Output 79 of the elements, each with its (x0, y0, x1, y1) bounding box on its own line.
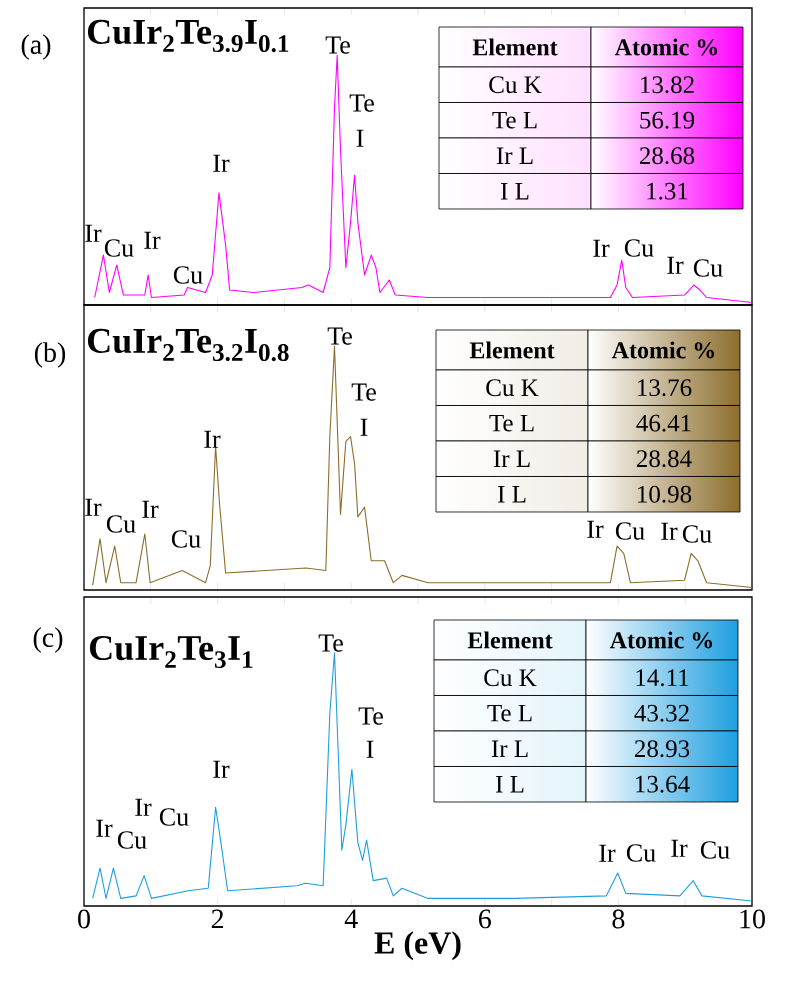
annotation: Atomic % (611, 341, 715, 359)
annotation: Ir (661, 522, 678, 540)
annotation: Ir (96, 819, 113, 837)
chart-title: CuIr$_{2}$Te$_{3.9}$I$_{0.1}$ (87, 19, 289, 53)
x-tick-label: 6 (479, 909, 491, 929)
annotation: 43.32 (634, 704, 689, 722)
annotation: Cu (626, 844, 656, 862)
annotation: I (356, 129, 364, 147)
annotation: Cu (173, 266, 203, 284)
annotation: Ir (144, 231, 161, 249)
annotation: I L (500, 183, 529, 200)
annotation: Cu (700, 841, 730, 859)
annotation: 56.19 (640, 111, 695, 129)
annotation: Atomic % (614, 38, 718, 56)
annotation: Cu K (486, 379, 539, 397)
annotation: Cu (106, 515, 136, 533)
x-tick-label: 0 (78, 909, 90, 929)
annotation: Cu (171, 530, 201, 548)
annotation: Ir (213, 760, 230, 778)
annotation: Ir (85, 498, 102, 516)
text: Te (318, 634, 343, 652)
annotation: Cu (682, 525, 712, 543)
annotation: Cu (624, 239, 654, 257)
text: (b) (34, 342, 66, 368)
text: Element (467, 631, 553, 649)
annotation: Cu (693, 259, 723, 277)
annotation: Cu (615, 522, 645, 540)
annotation: Te L (492, 111, 537, 129)
annotation: Ir (593, 239, 610, 257)
annotation: 28.93 (634, 740, 690, 758)
annotation: Te (358, 707, 383, 725)
annotation: Ir (85, 224, 102, 242)
annotation: Cu (104, 239, 134, 257)
x-tick-label: 10 (740, 909, 765, 929)
annotation: Element (472, 38, 558, 56)
annotation: Element (469, 341, 555, 359)
text: Atomic % (609, 631, 713, 649)
annotation: Cu (159, 808, 189, 826)
annotation: 28.84 (636, 450, 692, 468)
annotation: 14.11 (636, 669, 689, 687)
annotation: Te (351, 383, 376, 401)
annotation: 13.64 (636, 775, 690, 793)
annotation: Ir (142, 500, 159, 518)
annotation: Ir L (491, 740, 528, 757)
annotation: Te L (489, 414, 534, 432)
annotation: Te (349, 94, 374, 112)
x-tick-label: 2 (211, 909, 224, 929)
annotation: Ir (204, 430, 221, 448)
annotation: I L (497, 486, 526, 503)
chart-title: CuIr$_{2}$Te$_{3.2}$I$_{0.8}$ (87, 328, 289, 362)
annotation: Te L (487, 704, 532, 722)
annotation: 10.98 (638, 485, 692, 503)
annotation: Ir (599, 844, 616, 862)
text: (c) (33, 627, 63, 653)
text: Te (327, 327, 352, 345)
annotation: I (360, 418, 368, 436)
annotation: Ir L (493, 450, 530, 467)
annotation: Cu (117, 831, 147, 849)
annotation: 1.31 (647, 182, 688, 200)
annotation: I L (495, 776, 524, 793)
annotation: Cu K (489, 76, 542, 94)
annotation: 13.76 (638, 379, 692, 397)
annotation: Ir (667, 256, 684, 274)
annotation: Cu K (484, 669, 537, 687)
text: Te (325, 36, 350, 54)
annotation: Ir (671, 839, 688, 857)
chart-title: CuIr$_{2}$Te$_{3}$I$_{1}$ (89, 635, 253, 669)
annotation: Ir (135, 798, 152, 816)
annotation: 46.41 (636, 414, 691, 432)
x-tick-label: 8 (612, 909, 625, 929)
x-axis-title: E (eV) (374, 931, 461, 961)
annotation: I (366, 740, 374, 758)
annotation: Ir (587, 520, 604, 538)
annotation: 13.82 (641, 76, 694, 94)
annotation: Ir L (496, 147, 533, 164)
x-tick-label: 4 (344, 909, 358, 928)
annotation: Ir (213, 154, 230, 172)
annotation: 28.68 (639, 147, 695, 165)
text: (a) (21, 34, 51, 60)
